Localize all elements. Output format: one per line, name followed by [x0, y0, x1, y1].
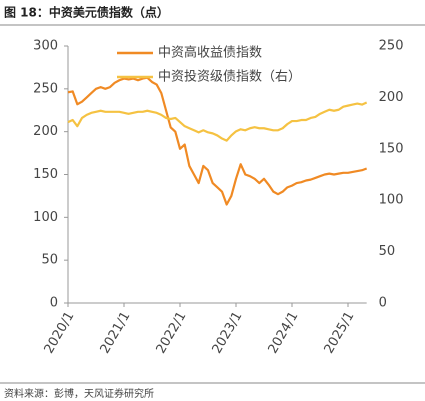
x-tick-label: 2024/1 — [266, 309, 302, 356]
series-line — [67, 101, 368, 142]
x-tick-label: 2021/1 — [98, 309, 134, 356]
y-tick-label: 0 — [50, 296, 58, 311]
y2-tick-label: 0 — [379, 296, 387, 311]
y-tick-label: 250 — [33, 81, 58, 96]
y-tick-label: 50 — [41, 253, 58, 268]
y2-tick-label: 150 — [379, 141, 404, 156]
x-tick-label: 2020/1 — [42, 309, 78, 356]
x-tick-label: 2023/1 — [210, 309, 246, 356]
x-tick-label: 2025/1 — [322, 309, 358, 356]
series-line — [67, 76, 368, 206]
y2-tick-label: 200 — [379, 90, 404, 105]
legend-label: 中资高收益债指数 — [158, 45, 262, 61]
y2-tick-label: 50 — [379, 244, 396, 259]
legend-label: 中资投资级债指数（右） — [158, 69, 301, 85]
source-note: 资料来源：彭博，天风证券研究所 — [4, 387, 154, 400]
x-tick-label: 2022/1 — [154, 309, 190, 356]
chart-title: 图 18：中资美元债指数（点） — [4, 5, 169, 20]
y-tick-label: 100 — [33, 210, 58, 225]
y-tick-label: 300 — [33, 39, 58, 54]
y2-tick-label: 100 — [379, 193, 404, 208]
y-tick-label: 200 — [33, 124, 58, 139]
y2-tick-label: 250 — [379, 39, 404, 54]
y-tick-label: 150 — [33, 167, 58, 182]
